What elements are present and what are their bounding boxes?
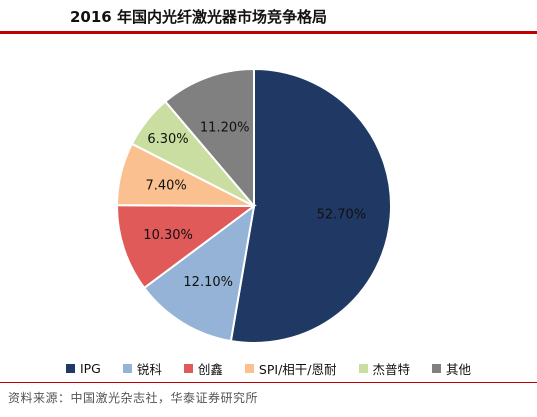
pie-slice-3 [115,204,257,290]
legend-label: 其他 [446,361,472,377]
legend-swatch [183,363,193,373]
legend-item-2: 锐科 [122,359,162,378]
pie-slice-2 [142,203,256,343]
data-label-4: 7.40% [145,179,186,194]
legend-item-6: 其他 [432,359,471,378]
legend-swatch [244,363,254,373]
legend-label: 杰普特 [372,361,411,377]
legend: IPG 锐科 创鑫 SPI/相干/恩耐 杰普特 其他 [0,358,537,378]
pie-slice-6 [163,67,255,209]
source-note: 资料来源：中国激光杂志社，华泰证券研究所 [8,391,259,405]
legend-label: 锐科 [136,361,162,377]
legend-label: 创鑫 [197,361,223,377]
data-label-3: 10.30% [143,228,193,243]
legend-label: IPG [79,360,101,376]
legend-item-4: SPI/相干/恩耐 [244,359,337,378]
legend-label: SPI/相干/恩耐 [258,361,337,377]
legend-item-5: 杰普特 [358,359,411,378]
legend-swatch [65,363,75,373]
data-label-6: 11.20% [200,120,250,135]
data-label-2: 12.10% [183,275,233,290]
legend-swatch [358,363,368,373]
source-rule [0,382,537,383]
data-label-5: 6.30% [147,132,188,147]
legend-swatch [432,363,442,373]
legend-item-1: IPG [65,360,101,376]
pie-slice-1 [229,67,392,344]
legend-item-3: 创鑫 [183,359,223,378]
legend-swatch [122,363,132,373]
data-label-1: 52.70% [317,207,367,222]
chart-title: 2016 年国内光纤激光器市场竞争格局 [70,8,327,26]
title-rule [0,31,537,34]
